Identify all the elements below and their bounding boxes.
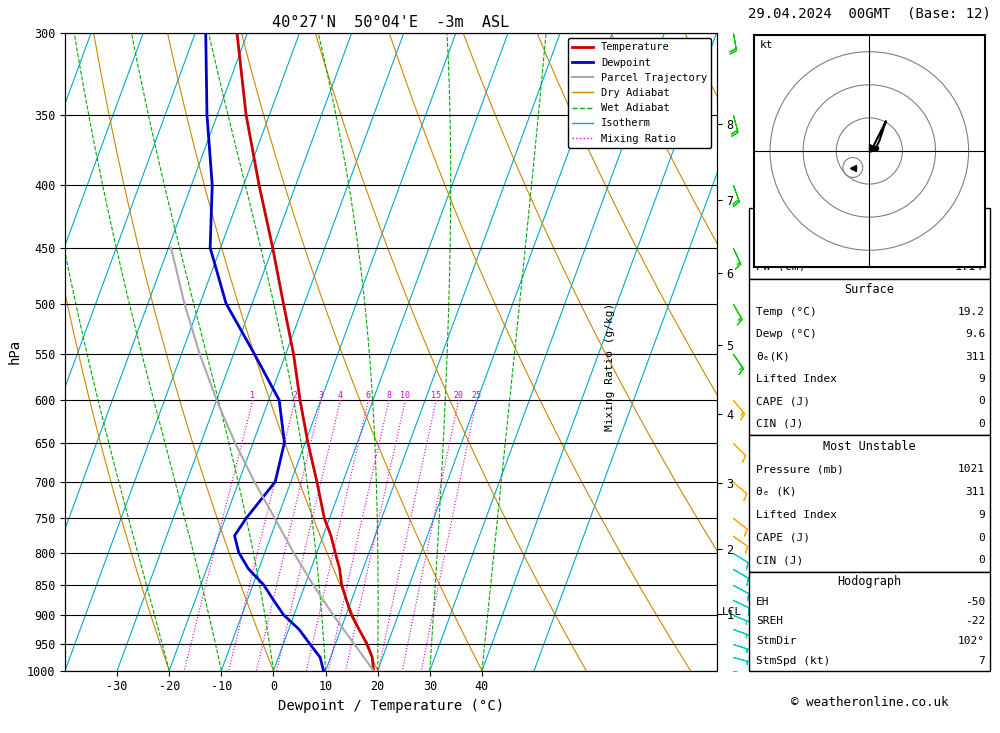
Text: 4: 4 — [338, 391, 343, 400]
Text: Pressure (mb): Pressure (mb) — [756, 464, 844, 474]
Text: Mixing Ratio (g/kg): Mixing Ratio (g/kg) — [605, 303, 615, 430]
Text: CAPE (J): CAPE (J) — [756, 533, 810, 542]
Text: 15: 15 — [431, 391, 441, 400]
Text: CIN (J): CIN (J) — [756, 556, 803, 565]
Text: 29.04.2024  00GMT  (Base: 12): 29.04.2024 00GMT (Base: 12) — [748, 7, 991, 21]
Text: EH: EH — [756, 597, 769, 606]
Text: 20: 20 — [454, 391, 464, 400]
Text: Totals Totals: Totals Totals — [756, 237, 849, 250]
Text: 102°: 102° — [958, 636, 985, 646]
Text: θₑ (K): θₑ (K) — [756, 487, 796, 497]
Title: 40°27'N  50°04'E  -3m  ASL: 40°27'N 50°04'E -3m ASL — [272, 15, 509, 31]
Text: 6: 6 — [366, 391, 371, 400]
Text: 7: 7 — [978, 656, 985, 666]
Text: StmDir: StmDir — [756, 636, 796, 646]
Legend: Temperature, Dewpoint, Parcel Trajectory, Dry Adiabat, Wet Adiabat, Isotherm, Mi: Temperature, Dewpoint, Parcel Trajectory… — [568, 38, 711, 148]
Text: 3: 3 — [319, 391, 324, 400]
Text: -0: -0 — [969, 213, 983, 226]
FancyBboxPatch shape — [749, 208, 990, 279]
Text: 0: 0 — [978, 419, 985, 429]
Text: 25: 25 — [472, 391, 482, 400]
Text: Surface: Surface — [844, 283, 894, 296]
Text: 311: 311 — [965, 487, 985, 497]
Text: Most Unstable: Most Unstable — [823, 440, 916, 453]
Text: Hodograph: Hodograph — [837, 575, 901, 589]
Text: © weatheronline.co.uk: © weatheronline.co.uk — [791, 696, 948, 710]
Text: K: K — [756, 213, 763, 226]
Text: θₑ(K): θₑ(K) — [756, 352, 790, 361]
Text: 8: 8 — [387, 391, 392, 400]
Text: SREH: SREH — [756, 616, 783, 626]
FancyBboxPatch shape — [749, 279, 990, 435]
Text: -22: -22 — [965, 616, 985, 626]
Text: 10: 10 — [400, 391, 410, 400]
Text: 1021: 1021 — [958, 464, 985, 474]
Text: 1: 1 — [250, 391, 255, 400]
Text: 9.6: 9.6 — [965, 329, 985, 339]
Text: 0: 0 — [978, 397, 985, 406]
Text: 33: 33 — [969, 237, 983, 250]
Text: StmSpd (kt): StmSpd (kt) — [756, 656, 830, 666]
Text: 9: 9 — [978, 509, 985, 520]
Text: PW (cm): PW (cm) — [756, 260, 806, 273]
X-axis label: Dewpoint / Temperature (°C): Dewpoint / Temperature (°C) — [278, 699, 504, 713]
Text: -50: -50 — [965, 597, 985, 606]
Text: Lifted Index: Lifted Index — [756, 374, 837, 384]
Text: Temp (°C): Temp (°C) — [756, 307, 817, 317]
Text: LCL: LCL — [722, 607, 742, 617]
FancyBboxPatch shape — [749, 435, 990, 572]
Text: 19.2: 19.2 — [958, 307, 985, 317]
FancyBboxPatch shape — [749, 572, 990, 671]
Text: CAPE (J): CAPE (J) — [756, 397, 810, 406]
Text: CIN (J): CIN (J) — [756, 419, 803, 429]
Text: Dewp (°C): Dewp (°C) — [756, 329, 817, 339]
Text: 1.14: 1.14 — [954, 260, 983, 273]
Text: 0: 0 — [978, 533, 985, 542]
Y-axis label: hPa: hPa — [7, 339, 21, 364]
Text: 2: 2 — [293, 391, 298, 400]
Text: 311: 311 — [965, 352, 985, 361]
Text: Lifted Index: Lifted Index — [756, 509, 837, 520]
Text: 9: 9 — [978, 374, 985, 384]
Text: 0: 0 — [978, 556, 985, 565]
